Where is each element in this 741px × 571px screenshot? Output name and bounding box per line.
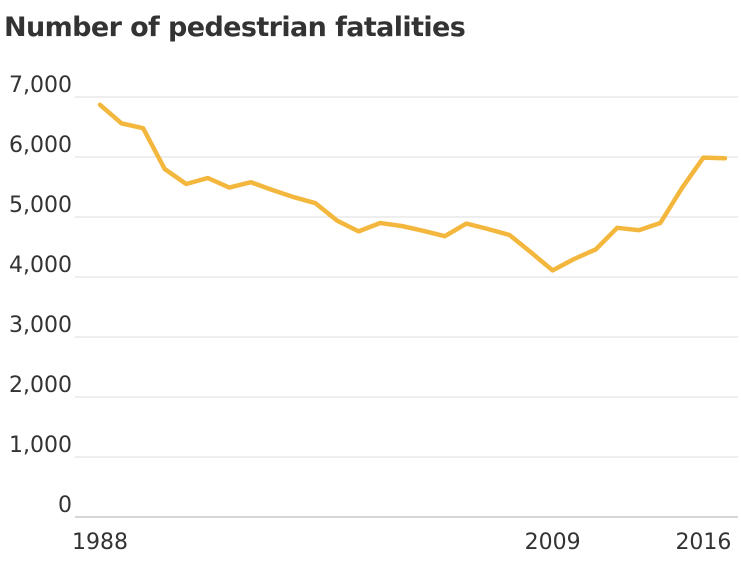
- y-tick-label: 7,000: [9, 73, 72, 98]
- gridlines: [75, 96, 738, 518]
- y-tick-label: 2,000: [9, 373, 72, 398]
- series-line: [97, 102, 728, 273]
- chart-title: Number of pedestrian fatalities: [4, 12, 466, 43]
- y-tick-label: 6,000: [9, 133, 72, 158]
- x-tick-label: 2009: [525, 530, 581, 555]
- x-tick-label: 2016: [675, 530, 731, 555]
- x-axis-labels: 1988 2009 2016: [72, 530, 731, 555]
- y-tick-label: 5,000: [9, 193, 72, 218]
- y-tick-label: 3,000: [9, 313, 72, 338]
- y-axis-labels: 0 1,000 2,000 3,000 4,000 5,000 6,000 7,000: [9, 73, 72, 518]
- x-tick-label: 1988: [72, 530, 128, 555]
- y-tick-label: 4,000: [9, 253, 72, 278]
- y-tick-label: 1,000: [9, 433, 72, 458]
- series-lines: [97, 102, 728, 273]
- y-tick-label: 0: [58, 493, 72, 518]
